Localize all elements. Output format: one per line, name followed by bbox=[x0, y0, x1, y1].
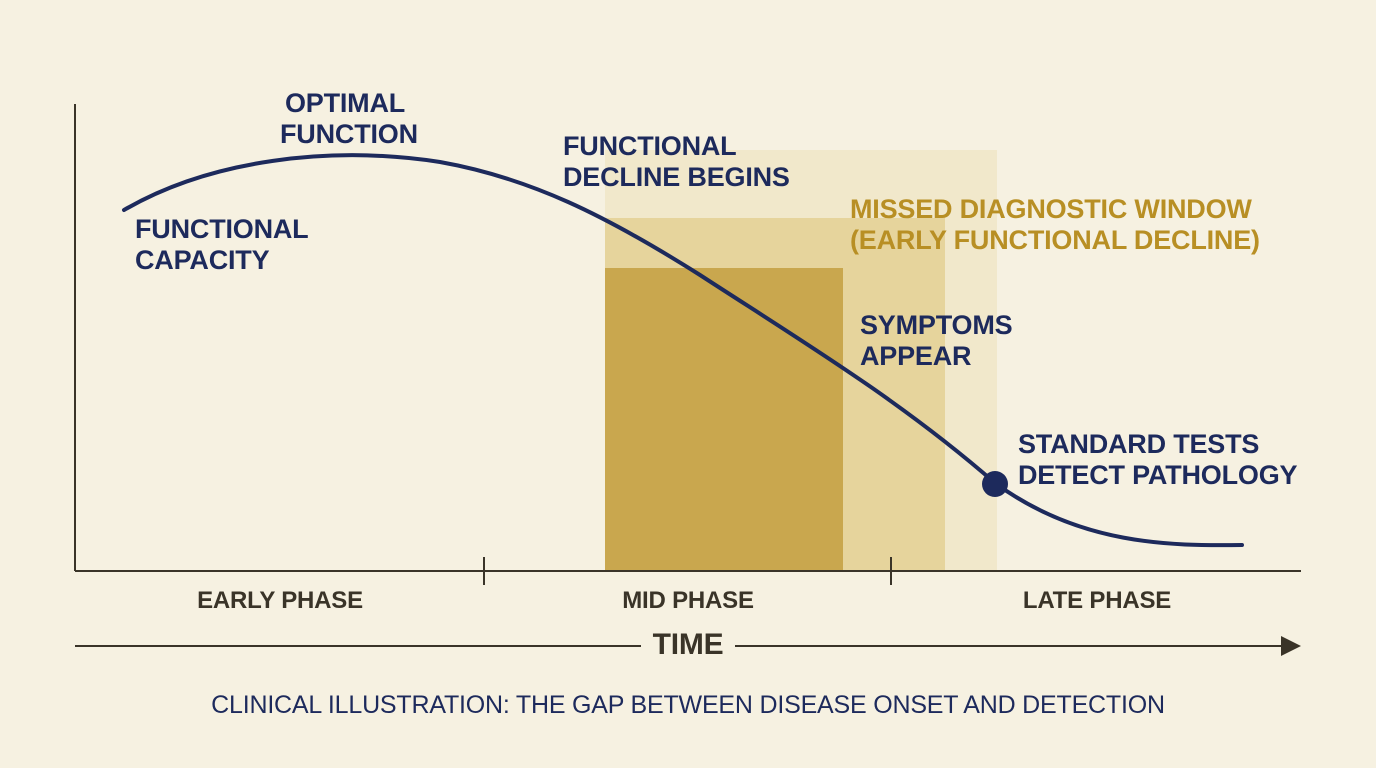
label-functional-capacity-line2: CAPACITY bbox=[135, 245, 270, 275]
window-band-dark bbox=[605, 268, 843, 571]
time-arrowhead bbox=[1281, 636, 1301, 656]
label-symptoms-appear: SYMPTOMS APPEAR bbox=[860, 310, 1013, 372]
label-missed-window: MISSED DIAGNOSTIC WINDOW (EARLY FUNCTION… bbox=[850, 194, 1260, 256]
label-functional-decline: FUNCTIONAL DECLINE BEGINS bbox=[563, 131, 790, 193]
label-standard-tests: STANDARD TESTS DETECT PATHOLOGY bbox=[1018, 429, 1298, 491]
label-symptoms-line2: APPEAR bbox=[860, 341, 972, 371]
label-functional-decline-line2: DECLINE BEGINS bbox=[563, 162, 790, 192]
phase-label-mid: MID PHASE bbox=[622, 587, 754, 614]
label-missed-window-line2: (EARLY FUNCTIONAL DECLINE) bbox=[850, 225, 1260, 255]
figure-caption: CLINICAL ILLUSTRATION: THE GAP BETWEEN D… bbox=[211, 691, 1165, 719]
time-axis-label: TIME bbox=[652, 628, 724, 661]
label-optimal-function: OPTIMAL FUNCTION bbox=[280, 88, 418, 150]
label-standard-tests-line1: STANDARD TESTS bbox=[1018, 429, 1260, 459]
label-optimal-function-line1: OPTIMAL bbox=[284, 88, 406, 118]
phase-label-late: LATE PHASE bbox=[1022, 587, 1172, 614]
label-standard-tests-line2: DETECT PATHOLOGY bbox=[1018, 460, 1298, 490]
label-functional-capacity-line1: FUNCTIONAL bbox=[135, 214, 309, 244]
functional-capacity-curve bbox=[122, 153, 1244, 548]
label-missed-window-line1: MISSED DIAGNOSTIC WINDOW bbox=[850, 194, 1252, 224]
detection-point-marker bbox=[982, 471, 1008, 497]
label-symptoms-line1: SYMPTOMS bbox=[860, 310, 1013, 340]
label-functional-capacity: FUNCTIONAL CAPACITY bbox=[135, 214, 309, 276]
label-optimal-function-line2: FUNCTION bbox=[280, 119, 418, 149]
phase-label-early: EARLY PHASE bbox=[197, 587, 363, 614]
label-functional-decline-line1: FUNCTIONAL bbox=[563, 131, 737, 161]
